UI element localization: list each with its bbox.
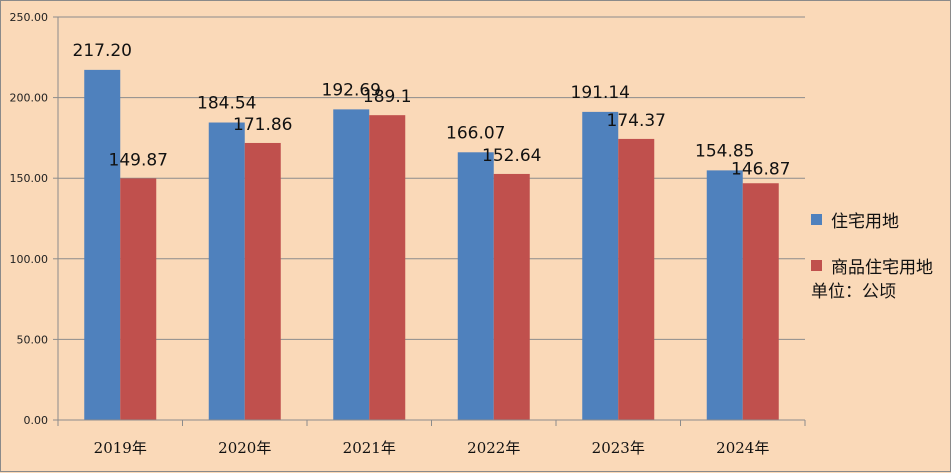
y-tick-label: 50.00 [17,333,49,346]
legend-label-series-1: 商品住宅用地 [831,258,933,278]
bar-series-0 [84,69,121,420]
legend-swatch-series-1 [811,260,822,271]
bar-series-1 [369,115,406,420]
bar-series-1 [493,173,530,420]
bar-series-1 [618,138,655,420]
legend-label-series-0: 住宅用地 [831,212,899,232]
y-tick-label: 250.00 [10,11,49,24]
bar-series-1 [742,183,779,420]
bar-series-0 [582,111,619,420]
data-label-series-0: 166.07 [446,123,505,143]
bar-series-0 [706,170,743,420]
data-label-series-1: 174.37 [607,111,666,131]
x-category-label: 2019年 [94,439,147,457]
data-label-series-1: 149.87 [109,150,168,170]
y-axis-ticks: 0.00 50.00 100.00 150.00 200.00 250.00 [10,11,58,427]
x-category-label: 2021年 [343,439,396,457]
bar-series-1 [120,178,157,420]
y-tick-label: 200.00 [10,92,49,105]
y-tick-label: 0.00 [24,414,49,427]
data-label-series-0: 192.69 [322,80,381,100]
bar-series-0 [457,152,494,420]
legend-swatch-series-0 [811,214,822,225]
y-tick-label: 100.00 [10,253,49,266]
data-label-series-0: 184.54 [197,94,256,114]
bar-series-0 [208,122,245,421]
data-label-series-1: 189.1 [363,87,412,107]
data-label-series-1: 146.87 [731,159,790,179]
x-category-label: 2024年 [716,439,769,457]
x-category-label: 2020年 [218,439,271,457]
gridlines [58,16,805,340]
data-label-series-0: 217.20 [73,41,132,61]
data-label-series-0: 154.85 [695,141,754,161]
x-category-label: 2022年 [467,439,520,457]
data-label-series-1: 171.86 [233,115,292,135]
x-category-label: 2023年 [592,439,645,457]
bars [84,69,779,421]
data-label-series-1: 152.64 [482,146,541,166]
data-label-series-0: 191.14 [571,83,630,103]
bar-series-0 [333,109,370,420]
bar-series-1 [244,142,281,421]
x-axis: 2019年 2020年 2021年 2022年 2023年 2024年 [57,17,806,457]
unit-note: 单位：公顷 [811,282,896,302]
y-tick-label: 150.00 [10,172,49,185]
